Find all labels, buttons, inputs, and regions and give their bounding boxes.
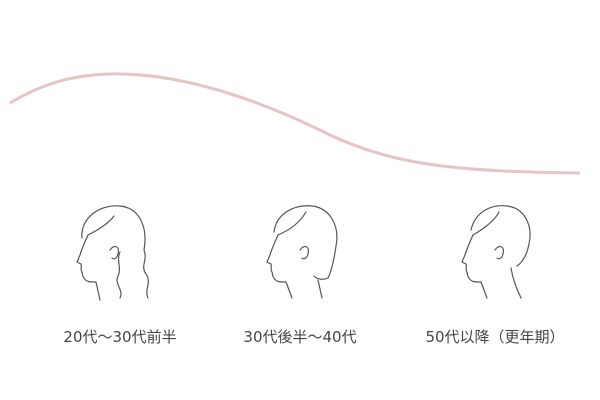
stage-label: 50代以降（更年期）	[425, 328, 564, 346]
stage-label: 20代〜30代前半	[63, 328, 176, 346]
trend-curve	[9, 72, 581, 175]
head-senior	[461, 205, 531, 299]
head-young	[76, 205, 149, 301]
head-middle	[266, 205, 338, 299]
stage-label: 30代後半〜40代	[243, 328, 356, 346]
